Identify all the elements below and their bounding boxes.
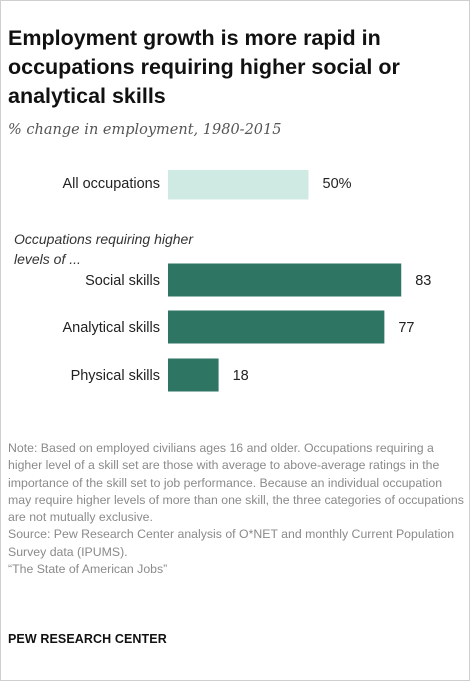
- note-block: Note: Based on employed civilians ages 1…: [8, 440, 464, 578]
- bar-all-occupations: [168, 170, 309, 200]
- value-label: 77: [398, 320, 414, 336]
- value-label: 50%: [323, 176, 352, 192]
- category-label: Analytical skills: [63, 320, 161, 336]
- value-label: 83: [415, 273, 431, 289]
- chart-subtitle: % change in employment, 1980-2015: [8, 122, 282, 138]
- category-label: Physical skills: [71, 368, 160, 384]
- category-label: Social skills: [85, 273, 160, 289]
- pew-logo-text: PEW RESEARCH CENTER: [8, 632, 167, 646]
- chart-title: Employment growth is more rapid in occup…: [8, 26, 400, 108]
- value-label: 18: [233, 368, 249, 384]
- report-title: “The State of American Jobs”: [8, 562, 168, 577]
- group-label: Occupations requiring higher levels of .…: [14, 231, 193, 267]
- bar-physical-skills: [168, 358, 219, 392]
- source-text: Source: Pew Research Center analysis of …: [8, 527, 455, 559]
- bar-chart: All occupations 50% Social skills 83 Analyti…: [62, 170, 431, 392]
- category-label: All occupations: [62, 176, 160, 192]
- bar-analytical-skills: [168, 310, 385, 344]
- note-text: Note: Based on employed civilians ages 1…: [8, 441, 464, 525]
- bar-social-skills: [168, 263, 402, 297]
